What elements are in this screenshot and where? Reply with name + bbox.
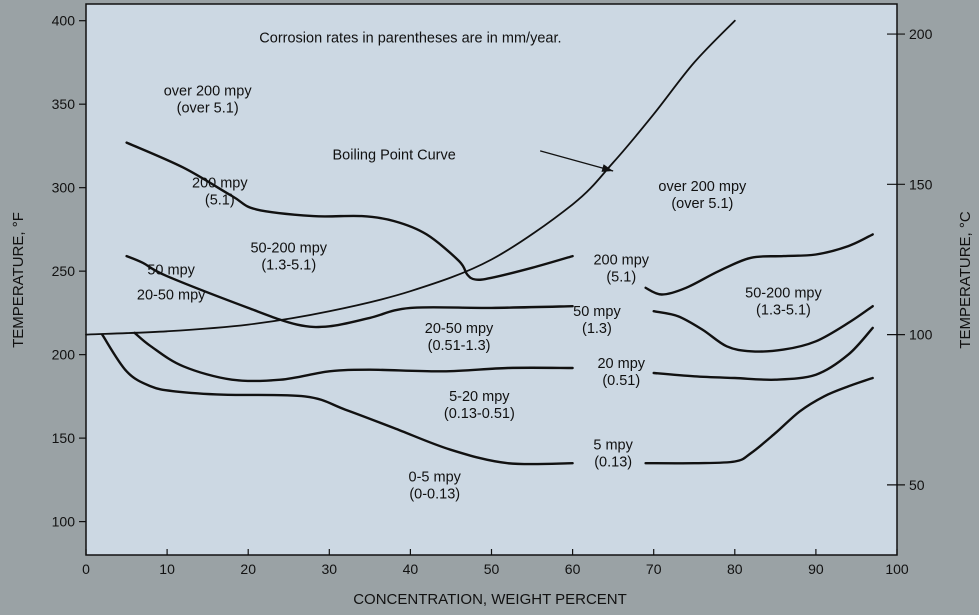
annotation-label: 5-20 mpy: [449, 389, 510, 405]
annotation-label: (0.51): [602, 373, 640, 389]
arrow-head: [601, 164, 614, 172]
annotation-label: (0.51-1.3): [428, 338, 491, 354]
series-line: [133, 331, 574, 383]
y-tick-label-left: 150: [52, 430, 76, 446]
annotation-label: 0-5 mpy: [409, 469, 462, 485]
y-tick-label-right: 100: [909, 327, 933, 343]
annotation-label: (5.1): [205, 193, 235, 209]
y-tick-label-right: 200: [909, 26, 933, 42]
y-tick-label-left: 250: [52, 263, 76, 279]
annotation-label: 50 mpy: [147, 262, 195, 278]
y-axis-label-left: TEMPERATURE, °F: [10, 212, 27, 348]
series-line: [125, 254, 574, 329]
annotation-label: over 200 mpy: [164, 84, 253, 100]
annotation-label: 50-200 mpy: [745, 286, 822, 302]
y-axis-label-right: TEMPERATURE, °C: [957, 211, 974, 349]
x-axis-label: CONCENTRATION, WEIGHT PERCENT: [353, 591, 627, 608]
series-line: [644, 376, 874, 465]
x-tick-label: 0: [82, 561, 90, 577]
annotation-label: (0-0.13): [409, 486, 460, 502]
annotation-label: (5.1): [606, 269, 636, 285]
x-tick-label: 10: [159, 561, 175, 577]
annotation-label: 50 mpy: [573, 304, 621, 320]
x-tick-label: 80: [727, 561, 743, 577]
series-line: [125, 141, 574, 281]
x-tick-label: 40: [403, 561, 419, 577]
y-tick-label-left: 100: [52, 514, 76, 530]
axes: 0 10 20 30 40 50 60 70 80 90 100 100 150 200 250 300 350…: [52, 13, 933, 577]
series-line: [101, 333, 574, 466]
y-tick-label-left: 200: [52, 347, 76, 363]
annotations: Corrosion rates in parentheses are in mm…: [137, 30, 823, 502]
y-tick-label-right: 50: [909, 477, 925, 493]
x-tick-label: 60: [565, 561, 581, 577]
series-line: [644, 233, 874, 296]
series-line: [652, 305, 874, 353]
annotation-label: (0.13): [594, 455, 632, 471]
arrow-line: [539, 150, 614, 172]
y-tick-label-left: 350: [52, 96, 76, 112]
annotation-label: 20-50 mpy: [425, 321, 494, 337]
series-line-boiling-point: [85, 19, 736, 336]
y-tick-label-right: 150: [909, 176, 933, 192]
annotation-label: 5 mpy: [593, 438, 633, 454]
x-tick-label: 30: [322, 561, 338, 577]
annotation-label: 200 mpy: [192, 176, 248, 192]
annotation-label: (1.3-5.1): [756, 303, 811, 319]
annotation-label: over 200 mpy: [658, 179, 747, 195]
annotation-label: (1.3): [582, 321, 612, 337]
annotation-label: (over 5.1): [177, 101, 239, 117]
arrow-group: [539, 150, 614, 172]
annotation-label: 200 mpy: [593, 252, 649, 268]
y-tick-label-left: 300: [52, 180, 76, 196]
x-tick-label: 90: [808, 561, 824, 577]
annotation-label: (1.3-5.1): [261, 258, 316, 274]
annotation-label: (0.13-0.51): [444, 406, 515, 422]
series-line: [652, 326, 874, 381]
annotation-label: Boiling Point Curve: [333, 147, 456, 163]
x-tick-label: 70: [646, 561, 662, 577]
series-group: [85, 19, 874, 466]
annotation-label: Corrosion rates in parentheses are in mm…: [259, 30, 561, 46]
annotation-label: 50-200 mpy: [250, 241, 327, 257]
x-tick-label: 20: [240, 561, 256, 577]
annotation-label: 20-50 mpy: [137, 288, 206, 304]
y-tick-label-left: 400: [52, 13, 76, 29]
plot-area: [85, 3, 898, 556]
annotation-label: (over 5.1): [671, 196, 733, 212]
x-tick-label: 100: [885, 561, 909, 577]
x-tick-label: 50: [484, 561, 500, 577]
annotation-label: 20 mpy: [597, 356, 645, 372]
